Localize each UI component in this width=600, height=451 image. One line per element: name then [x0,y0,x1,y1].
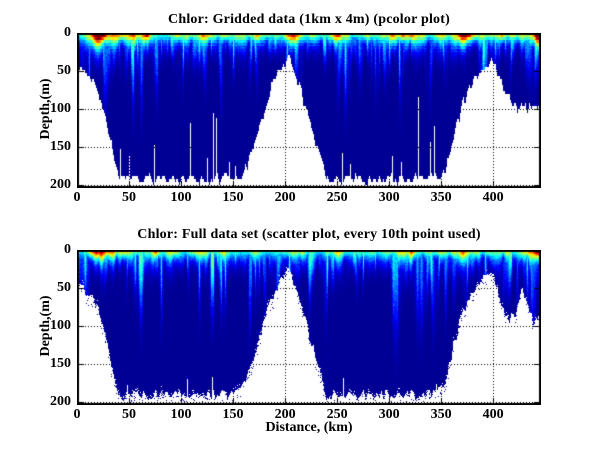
x-axis-label: Distance, (km) [265,420,353,435]
y-tick-label: 100 [50,101,71,116]
x-tick-label: 300 [378,407,400,422]
plot1-pcolor-plot-area [77,33,541,188]
x-tick-label: 400 [482,190,504,205]
x-tick-label: 50 [122,407,137,422]
y-tick-label: 0 [64,242,71,257]
x-tick-label: 100 [170,407,192,422]
x-tick-label: 250 [326,407,348,422]
plot2-scatter-plot-area [77,250,541,405]
y-tick-label: 100 [50,318,71,333]
x-tick-label: 100 [170,190,192,205]
x-tick-label: 150 [222,407,244,422]
x-tick-label: 50 [122,190,137,205]
x-tick-label: 350 [430,190,452,205]
y-tick-label: 50 [57,280,71,295]
y-tick-label: 150 [50,139,71,154]
x-tick-label: 150 [222,190,244,205]
x-tick-label: 350 [430,407,452,422]
x-tick-label: 250 [326,190,348,205]
x-tick-label: 300 [378,190,400,205]
y-tick-label: 200 [50,394,71,409]
x-tick-label: 0 [73,407,81,422]
x-tick-label: 0 [73,190,81,205]
y-tick-label: 150 [50,356,71,371]
y-tick-label: 50 [57,63,71,78]
plot2-title: Chlor: Full data set (scatter plot, ever… [137,227,481,242]
y-tick-label: 0 [64,25,71,40]
x-tick-label: 200 [274,190,296,205]
y-tick-label: 200 [50,177,71,192]
plot1-title: Chlor: Gridded data (1km x 4m) (pcolor p… [168,12,450,27]
x-tick-label: 200 [274,407,296,422]
x-tick-label: 400 [482,407,504,422]
